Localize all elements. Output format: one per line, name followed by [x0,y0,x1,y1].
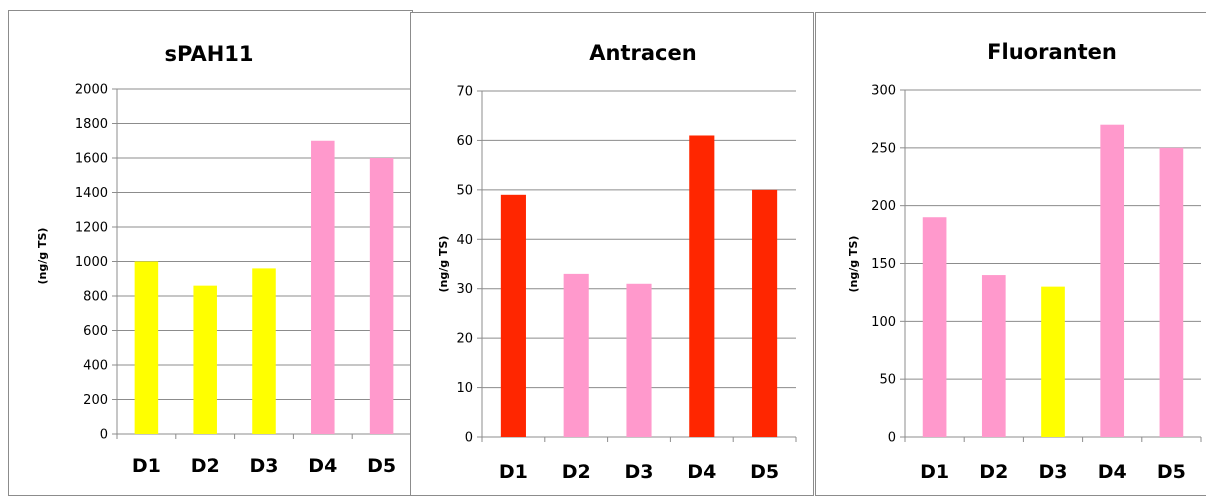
x-tick-label: D5 [367,455,396,477]
y-tick-label: 400 [83,359,108,374]
bar-d5 [1159,147,1184,438]
y-tick-label: 200 [871,199,896,214]
bar-d4 [689,135,715,437]
chart-panel-fluoranten: Fluoranten 0 50 100 150 200 250 300 D1 D2 D3 D4 D5 (n… [815,12,1206,496]
x-tick-label: D5 [1157,461,1186,483]
x-tick-label: D3 [1039,461,1068,483]
chart-panel-antracen: Antracen 0 10 20 30 40 50 60 70 D1 D2 D3 D4 D5 (ng/g T… [410,12,814,496]
bar-d2 [981,275,1006,437]
chart-svg: sPAH11 0 200 400 600 800 1000 1200 1400 1600 1800 2… [36,42,412,477]
bar-d3 [252,268,276,434]
x-tick-label: D3 [625,461,654,483]
bar-d3 [626,283,652,437]
y-tick-label: 10 [456,381,473,396]
x-tick-label: D2 [979,461,1008,483]
chart-svg: Fluoranten 0 50 100 150 200 250 300 D1 D2 D3 D4 D5 (n… [847,40,1202,483]
y-tick-label: 1400 [75,186,108,201]
y-axis-title: (ng/g TS) [437,236,450,293]
x-tick-label: D5 [750,461,779,483]
chart-title: Antracen [589,41,696,65]
y-tick-label: 30 [456,282,473,297]
y-tick-label: 50 [879,373,896,388]
x-tick-label: D4 [1098,461,1127,483]
y-axis-title: (ng/g TS) [36,228,49,285]
bar-d1 [922,217,947,437]
bar-d3 [1041,286,1065,437]
y-tick-label: 0 [100,428,108,443]
y-tick-label: 1200 [75,221,108,236]
x-tick-label: D1 [132,455,161,477]
chart-title: Fluoranten [987,40,1117,64]
y-tick-label: 40 [456,233,473,248]
y-tick-label: 0 [465,431,473,446]
y-tick-label: 200 [83,393,108,408]
y-tick-label: 1000 [75,255,108,270]
y-tick-label: 800 [83,290,108,305]
y-tick-label: 0 [888,431,896,446]
x-tick-label: D3 [250,455,279,477]
y-tick-label: 60 [456,134,473,149]
x-tick-label: D4 [308,455,337,477]
y-tick-label: 70 [456,85,473,100]
y-tick-label: 20 [456,332,473,347]
y-tick-label: 1600 [75,152,108,167]
x-tick-label: D2 [562,461,591,483]
y-tick-label: 600 [83,324,108,339]
bar-d5 [369,158,394,434]
chart-title: sPAH11 [164,42,253,66]
y-tick-label: 300 [871,84,896,99]
x-tick-label: D1 [499,461,528,483]
x-tick-label: D4 [687,461,716,483]
chart-svg: Antracen 0 10 20 30 40 50 60 70 D1 D2 D3 D4 D5 (ng/g T… [437,41,797,483]
y-tick-label: 2000 [75,83,108,98]
y-tick-label: 150 [871,257,896,272]
bar-d2 [563,273,589,437]
y-axis-title: (ng/g TS) [847,236,860,293]
y-tick-label: 50 [456,183,473,198]
chart-panel-spah11: sPAH11 0 200 400 600 800 1000 1200 1400 1600 1800 2… [8,10,413,496]
x-tick-label: D1 [920,461,949,483]
bar-d2 [193,285,217,434]
y-tick-label: 250 [871,141,896,156]
bar-d1 [134,261,159,434]
bar-d4 [311,140,335,434]
bar-d1 [500,194,526,437]
y-tick-label: 100 [871,315,896,330]
y-tick-label: 1800 [75,117,108,132]
bar-d4 [1100,124,1125,437]
bar-d5 [752,189,778,437]
x-tick-label: D2 [191,455,220,477]
